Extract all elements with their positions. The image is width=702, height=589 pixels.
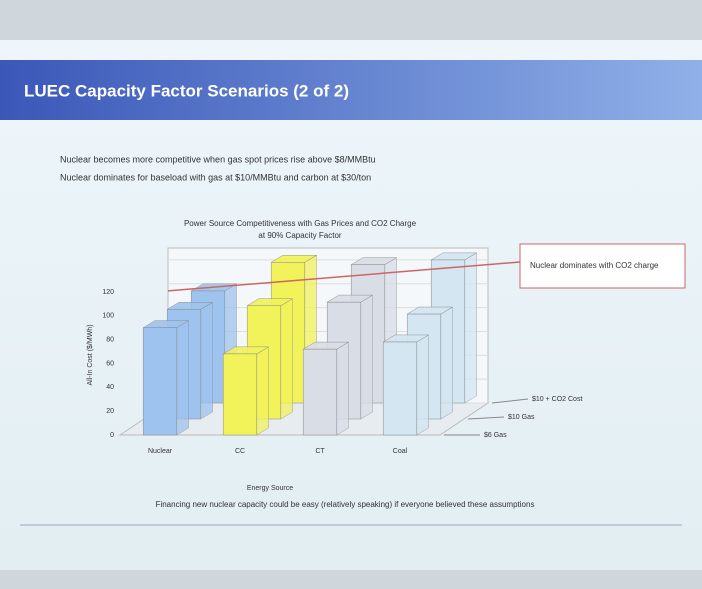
y-tick-label: 120 [102, 289, 114, 296]
bar-side [257, 347, 269, 435]
y-tick-label: 0 [110, 432, 114, 439]
annotation: Nuclear dominates with CO2 charge [530, 261, 659, 270]
bar-side [417, 335, 429, 435]
x-tick-label: CC [235, 448, 245, 455]
y-tick-label: 100 [102, 313, 114, 320]
bar-side [465, 253, 477, 403]
bar [143, 328, 177, 435]
y-axis-label: All-In Cost ($/MWh) [87, 324, 94, 385]
bar [303, 349, 337, 435]
chart-title: Power Source Competitiveness with Gas Pr… [184, 219, 417, 228]
x-axis-label: Energy Source [247, 485, 293, 492]
bar [223, 354, 257, 435]
legend-label: $6 Gas [484, 432, 507, 439]
footer: Financing new nuclear capacity could be … [156, 500, 535, 509]
y-tick-label: 40 [106, 384, 114, 391]
bar-side [361, 295, 373, 419]
legend-label: $10 Gas [508, 414, 535, 421]
x-tick-label: Nuclear [148, 448, 173, 455]
bullet: Nuclear dominates for baseload with gas … [60, 172, 371, 182]
y-tick-label: 20 [106, 408, 114, 415]
slide: LUEC Capacity Factor Scenarios (2 of 2) … [0, 0, 702, 584]
bar-side [281, 299, 293, 419]
y-tick-label: 60 [106, 360, 114, 367]
bar-side [441, 307, 453, 419]
bar-side [201, 302, 213, 419]
bar-side [177, 321, 189, 435]
chart-subtitle: at 90% Capacity Factor [258, 231, 341, 240]
bullet: Nuclear becomes more competitive when ga… [60, 154, 376, 164]
y-tick-label: 80 [106, 336, 114, 343]
legend-label: $10 + CO2 Cost [532, 396, 582, 403]
x-tick-label: Coal [393, 448, 408, 455]
bar [383, 342, 417, 435]
slide-title: LUEC Capacity Factor Scenarios (2 of 2) [24, 81, 349, 100]
bar-side [337, 342, 349, 435]
x-tick-label: CT [315, 448, 325, 455]
